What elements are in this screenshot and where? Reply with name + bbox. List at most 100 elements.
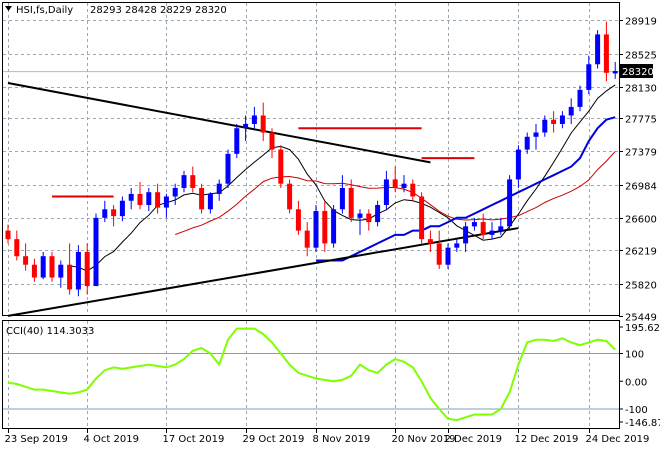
candle-body: [366, 213, 372, 223]
candle-body: [119, 200, 125, 217]
symbol-title: HSI,fs,Daily: [16, 5, 73, 16]
header: HSI,fs,Daily 28293 28428 28229 28320: [5, 5, 227, 16]
candle-body: [383, 179, 389, 206]
candle-body: [40, 256, 46, 278]
price-label: 28525: [625, 51, 657, 62]
candle-body: [49, 256, 55, 278]
current-price-marker: 28320: [619, 64, 654, 78]
candle-body: [612, 71, 618, 74]
trend-lines: [7, 82, 519, 317]
cci-line: [7, 327, 616, 422]
time-label: 24 Dec 2019: [586, 434, 650, 445]
candle-body: [128, 193, 134, 201]
ma-slow-line: [316, 116, 616, 262]
candle-body: [313, 210, 319, 248]
price-label: 27379: [625, 148, 657, 159]
collapse-triangle-icon: [5, 6, 12, 11]
candle-body: [137, 193, 143, 206]
candle-body: [551, 119, 557, 124]
candle-body: [375, 205, 381, 223]
candle-body: [595, 34, 601, 65]
candle-body: [498, 226, 504, 231]
time-axis: 23 Sep 2019 4 Oct 2019 17 Oct 2019 29 Oct 2…: [5, 429, 650, 445]
candle-body: [392, 179, 398, 188]
candle-body: [243, 123, 249, 129]
candle-body: [251, 115, 257, 124]
candle-body: [287, 183, 293, 210]
candle-body: [14, 239, 20, 257]
time-label: 2 Dec 2019: [445, 434, 503, 445]
candle-body: [163, 196, 169, 208]
candle-body: [93, 217, 99, 287]
trend-line: [7, 82, 431, 164]
candles: [5, 21, 618, 297]
candle-body: [410, 183, 416, 197]
candle-body: [23, 256, 29, 265]
price-label: 26600: [625, 215, 657, 226]
trend-line: [7, 227, 519, 317]
candle-body: [5, 230, 11, 240]
cci-axis-label: 195.6284: [625, 323, 660, 334]
cci-axis-label: -146.876: [625, 418, 660, 429]
candle-body: [357, 213, 363, 218]
candle-body: [102, 209, 108, 218]
candle-body: [278, 149, 284, 184]
cci-indicator: [3, 327, 619, 422]
cci-axis: 195.6284 100 0.00 -100 -146.876: [619, 323, 660, 429]
candle-body: [199, 187, 205, 210]
candle-body: [542, 119, 548, 133]
candle-body: [348, 187, 354, 218]
time-label: 12 Dec 2019: [515, 434, 579, 445]
cci-axis-label: 100: [625, 350, 644, 361]
price-label: 27775: [625, 115, 657, 126]
price-axis: 28919 28525 28130 27775 27379 26984 26600 26219…: [619, 17, 657, 324]
candle-body: [58, 264, 64, 278]
time-label: 20 Nov 2019: [392, 434, 456, 445]
candle-body: [234, 128, 240, 154]
candle-body: [568, 106, 574, 116]
cci-title: CCI(40) 114.3033: [6, 326, 94, 337]
candle-body: [471, 222, 477, 227]
candle-body: [207, 193, 213, 210]
ohlc-values: 28293 28428 28229 28320: [90, 5, 227, 16]
candle-body: [463, 226, 469, 244]
current-price-label: 28320: [622, 67, 654, 78]
time-label: 29 Oct 2019: [243, 434, 305, 445]
candle-body: [339, 187, 345, 210]
candle-body: [67, 264, 73, 290]
candle-body: [515, 149, 521, 180]
candle-body: [75, 251, 81, 290]
candle-body: [322, 210, 328, 244]
candle-body: [190, 175, 196, 188]
candle-body: [427, 239, 433, 244]
candle-body: [436, 243, 442, 265]
candle-body: [181, 175, 187, 188]
price-label: 28130: [625, 84, 657, 95]
candle-body: [559, 115, 565, 124]
time-label: 4 Oct 2019: [84, 434, 139, 445]
candle-body: [603, 34, 609, 73]
candle-body: [260, 115, 266, 133]
candle-body: [577, 89, 583, 107]
candle-body: [111, 209, 117, 217]
current-price-box: [619, 64, 653, 78]
candle-body: [269, 132, 275, 150]
candle-body: [454, 243, 460, 248]
candle-body: [401, 183, 407, 188]
candle-body: [225, 153, 231, 184]
time-label: 8 Nov 2019: [313, 434, 371, 445]
price-label: 25449: [625, 313, 657, 324]
candle-body: [524, 136, 530, 150]
cci-axis-label: 0.00: [625, 377, 647, 388]
candle-body: [216, 183, 222, 194]
candle-body: [419, 196, 425, 240]
candle-body: [331, 209, 337, 244]
candle-body: [172, 187, 178, 197]
candle-body: [507, 179, 513, 227]
cci-axis-label: -100: [625, 405, 648, 416]
candle-body: [533, 132, 539, 137]
candle-body: [586, 64, 592, 90]
candle-body: [146, 192, 152, 206]
ma-fast-line: [69, 84, 616, 272]
